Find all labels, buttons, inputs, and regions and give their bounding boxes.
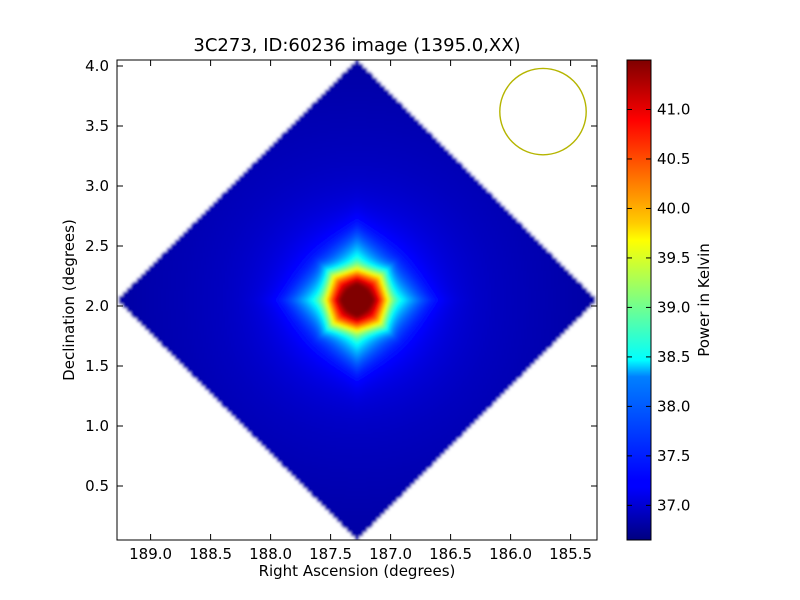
x-tick-label: 187.5 — [309, 545, 352, 563]
colorbar-tick-label: 40.5 — [657, 150, 690, 168]
beam-circle — [499, 67, 587, 156]
x-axis: 189.0 188.5 188.0 187.5 187.0 186.5 186.0 185.5 — [129, 60, 592, 563]
chart-title: 3C273, ID:60236 image (1395.0,XX) — [193, 35, 520, 56]
colorbar-axis: 37.0 37.5 38.0 38.5 39.0 39.5 40.0 40.5 41.0 — [627, 100, 690, 514]
y-axis-label: Declination (degrees) — [60, 219, 78, 381]
x-tick-label: 186.5 — [429, 545, 472, 563]
axes-frame — [116, 59, 598, 541]
colorbar-tick-label: 40.0 — [657, 199, 690, 217]
colorbar-label: Power in Kelvin — [695, 243, 713, 357]
x-tick-label: 185.5 — [549, 545, 592, 563]
colorbar — [627, 60, 651, 540]
colorbar-tick-label: 41.0 — [657, 100, 690, 118]
colorbar-tick-label: 38.0 — [657, 397, 690, 415]
y-tick-label: 4.0 — [85, 57, 109, 75]
y-tick-label: 0.5 — [85, 477, 109, 495]
y-tick-label: 3.5 — [85, 117, 109, 135]
y-axis: 0.5 1.0 1.5 2.0 2.5 3.0 3.5 4.0 — [85, 57, 597, 495]
x-tick-label: 188.5 — [189, 545, 232, 563]
colorbar-tick-label: 39.0 — [657, 298, 690, 316]
y-tick-label: 2.0 — [85, 297, 109, 315]
y-tick-label: 1.5 — [85, 357, 109, 375]
colorbar-tick-label: 39.5 — [657, 249, 690, 267]
colorbar-tick-label: 37.0 — [657, 496, 690, 514]
x-axis-label: Right Ascension (degrees) — [259, 562, 456, 580]
y-tick-label: 2.5 — [85, 237, 109, 255]
y-tick-label: 3.0 — [85, 177, 109, 195]
colorbar-frame — [626, 59, 652, 541]
colorbar-tick-label: 38.5 — [657, 348, 690, 366]
x-tick-label: 187.0 — [369, 545, 412, 563]
y-tick-label: 1.0 — [85, 417, 109, 435]
heatmap-image — [117, 60, 597, 540]
x-tick-label: 188.0 — [249, 545, 292, 563]
x-tick-label: 186.0 — [489, 545, 532, 563]
colorbar-tick-label: 37.5 — [657, 447, 690, 465]
heatmap-area — [117, 60, 597, 540]
x-tick-label: 189.0 — [129, 545, 172, 563]
